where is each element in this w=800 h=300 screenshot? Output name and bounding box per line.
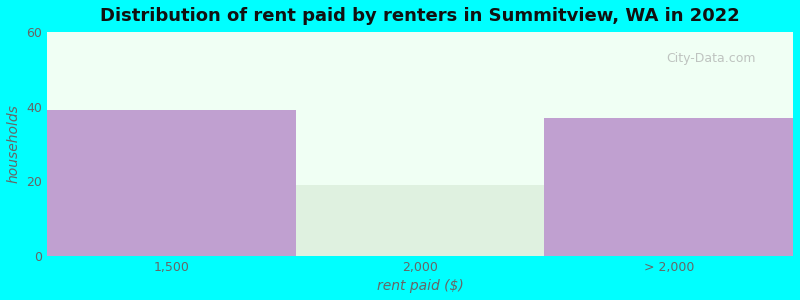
- Bar: [47, 110, 296, 256]
- X-axis label: rent paid ($): rent paid ($): [377, 279, 463, 293]
- Text: City-Data.com: City-Data.com: [666, 52, 756, 65]
- Bar: [545, 118, 793, 256]
- Y-axis label: households: households: [7, 104, 21, 183]
- Bar: [296, 185, 545, 256]
- Title: Distribution of rent paid by renters in Summitview, WA in 2022: Distribution of rent paid by renters in …: [100, 7, 740, 25]
